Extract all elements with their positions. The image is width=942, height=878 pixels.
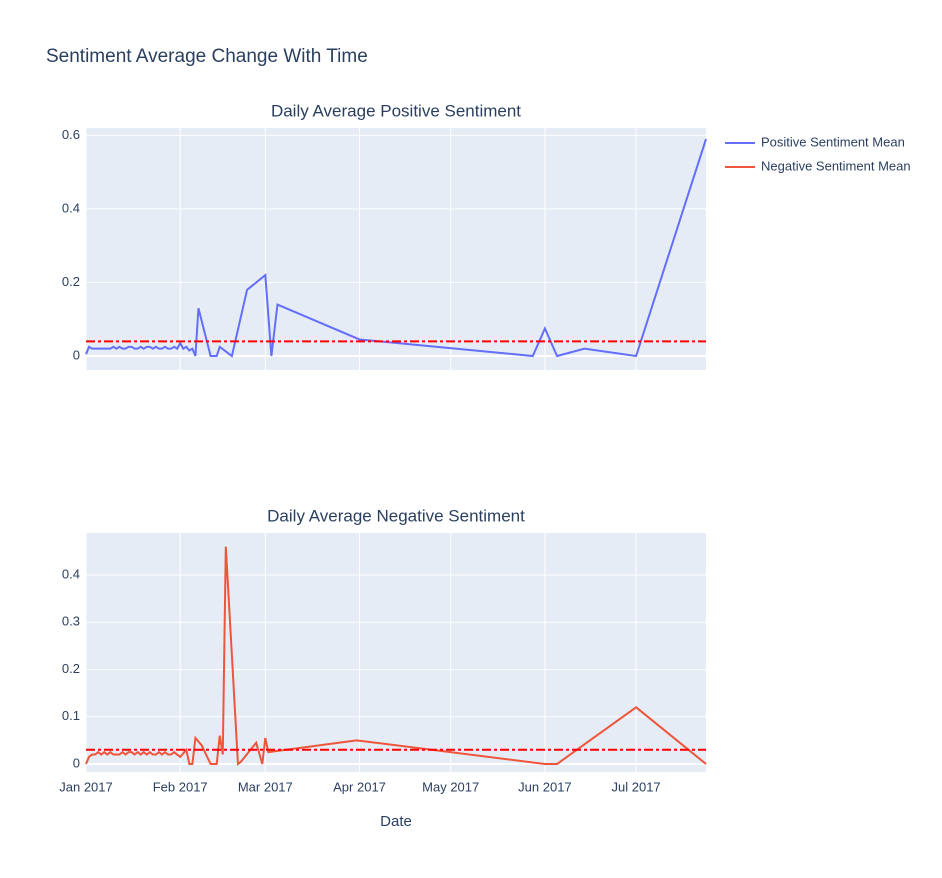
x-tick-label: Jun 2017 — [518, 779, 572, 794]
x-tick-label: Jul 2017 — [612, 779, 661, 794]
y-tick-label: 0 — [73, 347, 80, 362]
x-tick-label: Mar 2017 — [238, 779, 293, 794]
plot-area — [86, 533, 706, 772]
x-axis-title: Date — [380, 813, 412, 830]
figure-title: Sentiment Average Change With Time — [46, 46, 368, 67]
y-tick-label: 0.3 — [62, 614, 80, 629]
x-tick-label: Jan 2017 — [59, 779, 113, 794]
subplot-title: Daily Average Positive Sentiment — [271, 101, 521, 120]
y-tick-label: 0.2 — [62, 661, 80, 676]
y-tick-label: 0.2 — [62, 274, 80, 289]
y-tick-label: 0 — [73, 755, 80, 770]
series-line — [85, 546, 707, 766]
y-tick-label: 0.4 — [62, 200, 80, 215]
y-tick-label: 0.6 — [62, 127, 80, 142]
series-line — [85, 138, 707, 358]
legend-label: Positive Sentiment Mean — [761, 134, 905, 149]
x-tick-label: May 2017 — [422, 779, 479, 794]
y-tick-label: 0.1 — [62, 708, 80, 723]
legend-label: Negative Sentiment Mean — [761, 158, 911, 173]
plot-area — [86, 128, 706, 370]
x-tick-label: Feb 2017 — [153, 779, 208, 794]
y-tick-label: 0.4 — [62, 566, 80, 581]
subplot-title: Daily Average Negative Sentiment — [267, 506, 525, 525]
x-tick-label: Apr 2017 — [333, 779, 386, 794]
